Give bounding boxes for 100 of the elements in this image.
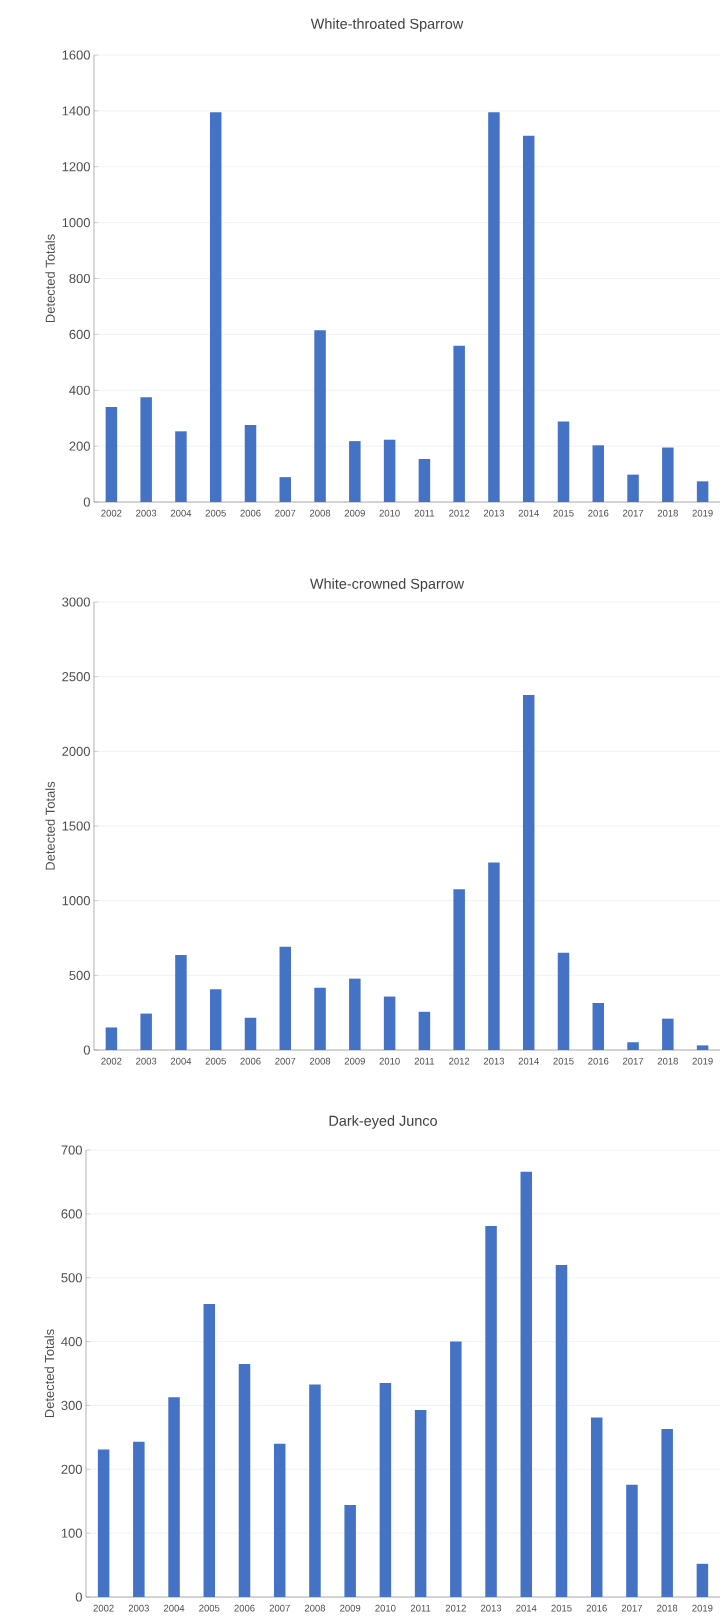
x-tick-label: 2002	[101, 1057, 122, 1065]
x-tick-label: 2003	[128, 1604, 149, 1612]
bar	[140, 1013, 152, 1051]
bar	[662, 447, 674, 503]
y-tick-label: 100	[61, 1528, 82, 1538]
y-tick-label: 1000	[62, 896, 90, 906]
bar	[488, 112, 500, 503]
bar	[314, 987, 326, 1051]
y-tick-label: 1600	[62, 50, 90, 60]
x-tick-label: 2017	[623, 509, 644, 517]
y-tick-label: 1000	[62, 218, 90, 228]
x-tick-label: 2004	[170, 509, 192, 517]
bar	[314, 330, 326, 503]
bar	[522, 695, 535, 1051]
y-tick-label: 200	[61, 1464, 82, 1474]
y-tick-label: 600	[61, 1209, 82, 1219]
bar	[662, 1018, 674, 1051]
x-tick-label: 2006	[240, 1057, 261, 1065]
bar	[203, 1303, 216, 1598]
y-tick-label: 500	[61, 1273, 82, 1283]
y-tick-label: 400	[61, 1337, 82, 1347]
x-tick-label: 2007	[275, 509, 296, 517]
bar	[309, 1384, 321, 1598]
y-tick-label: 600	[69, 329, 90, 339]
x-tick-label: 2009	[344, 509, 365, 517]
bar	[105, 1027, 118, 1051]
y-tick-label: 3000	[62, 597, 90, 607]
bar	[175, 431, 187, 503]
bar	[209, 989, 222, 1051]
bar	[522, 135, 535, 503]
bar	[349, 441, 361, 503]
x-tick-label: 2006	[234, 1604, 255, 1612]
x-tick-label: 2017	[623, 1057, 644, 1065]
bar	[520, 1171, 533, 1598]
y-tick-label: 0	[75, 1592, 82, 1602]
x-tick-label: 2011	[414, 509, 435, 517]
x-tick-label: 2015	[551, 1604, 572, 1612]
x-tick-label: 2010	[375, 1604, 396, 1612]
x-tick-label: 2002	[101, 509, 122, 517]
x-tick-label: 2015	[553, 1057, 574, 1065]
x-tick-label: 2003	[136, 509, 157, 517]
x-tick-label: 2009	[344, 1057, 365, 1065]
x-tick-label: 2019	[692, 1057, 713, 1065]
bar	[592, 1002, 605, 1051]
y-tick-label: 1500	[62, 821, 90, 831]
x-tick-label: 2005	[205, 509, 226, 517]
bar	[627, 474, 639, 503]
y-tick-label: 0	[83, 497, 90, 507]
bar	[627, 1042, 639, 1051]
bar	[485, 1226, 497, 1598]
x-tick-label: 2019	[692, 509, 713, 517]
x-tick-label: 2016	[588, 1057, 609, 1065]
bar	[244, 424, 257, 503]
x-tick-label: 2015	[553, 509, 574, 517]
y-axis-title: Detected Totals	[45, 781, 55, 870]
y-tick-label: 2500	[62, 672, 90, 682]
x-tick-label: 2010	[379, 1057, 400, 1065]
x-tick-label: 2013	[483, 1057, 505, 1065]
bar	[349, 978, 361, 1051]
y-tick-label: 0	[83, 1045, 90, 1055]
x-tick-label: 2007	[275, 1057, 296, 1065]
x-tick-label: 2008	[310, 1057, 331, 1065]
x-tick-label: 2011	[414, 1057, 435, 1065]
bar	[105, 407, 118, 503]
bar	[168, 1397, 180, 1598]
bar	[557, 952, 570, 1051]
bar	[209, 112, 222, 503]
bar	[696, 1045, 709, 1051]
bar	[133, 1441, 145, 1598]
x-tick-label: 2012	[449, 509, 470, 517]
x-tick-label: 2012	[449, 1057, 470, 1065]
x-tick-label: 2007	[269, 1604, 290, 1612]
x-tick-label: 2006	[240, 509, 261, 517]
bar	[244, 1017, 257, 1051]
x-tick-label: 2004	[164, 1604, 185, 1612]
x-tick-label: 2018	[657, 1057, 678, 1065]
x-tick-label: 2013	[481, 1604, 502, 1612]
x-tick-label: 2004	[170, 1057, 192, 1065]
y-tick-label: 2000	[62, 746, 90, 756]
bar	[661, 1429, 673, 1598]
y-tick-label: 1400	[62, 106, 90, 116]
x-tick-label: 2012	[445, 1604, 466, 1612]
y-tick-label: 1200	[62, 162, 90, 172]
bar	[453, 889, 465, 1051]
bar	[383, 439, 396, 503]
x-tick-label: 2016	[586, 1604, 607, 1612]
bar	[279, 477, 292, 503]
y-tick-label: 400	[69, 385, 90, 395]
bar	[379, 1383, 392, 1598]
x-tick-label: 2008	[310, 509, 331, 517]
x-tick-label: 2019	[692, 1604, 713, 1612]
y-tick-label: 500	[69, 970, 90, 980]
bar	[140, 397, 152, 503]
x-tick-label: 2017	[621, 1604, 642, 1612]
y-tick-label: 800	[69, 273, 90, 284]
chart-title: White-crowned Sparrow	[309, 578, 465, 592]
bar	[696, 481, 709, 503]
bar	[450, 1341, 462, 1598]
x-tick-label: 2011	[410, 1604, 431, 1612]
bar	[383, 996, 396, 1051]
